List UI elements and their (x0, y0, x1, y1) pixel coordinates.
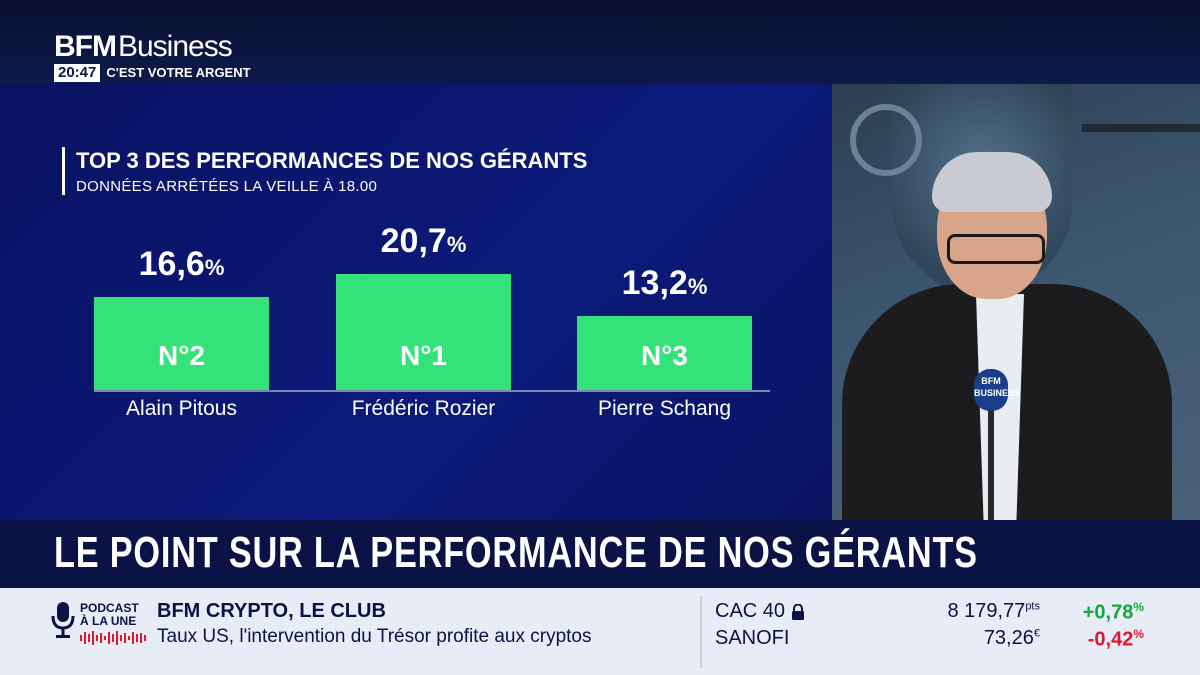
podcast-line2: À LA UNE (80, 614, 137, 628)
studio-photo: BFM BUSINESS (832, 84, 1200, 520)
market-change-unit: % (1133, 627, 1144, 641)
bar-value-number: 13,2 (621, 264, 688, 303)
show-name: C'EST VOTRE ARGENT (106, 65, 251, 80)
chart-baseline (94, 390, 770, 392)
chart-subtitle: DONNÉES ARRÊTÉES LA VEILLE À 18.00 (76, 178, 378, 195)
chart-title: TOP 3 DES PERFORMANCES DE NOS GÉRANTS (76, 148, 588, 173)
market-name-text: CAC 40 (715, 600, 786, 622)
presenter-glasses (947, 234, 1045, 264)
market-value-text: 8 179,77 (947, 600, 1026, 622)
bar-value-number: 20,7 (380, 222, 447, 261)
headline: LE POINT SUR LA PERFORMANCE DE NOS GÉRAN… (54, 528, 978, 577)
bar-rank-label: N°1 (400, 339, 447, 371)
bar-category-label: Frédéric Rozier (351, 397, 496, 420)
market-change-text: -0,42 (1087, 628, 1134, 651)
bar-rank-label: N°2 (158, 339, 205, 371)
bar-2: N°1 (336, 274, 511, 390)
market-name-cac40: CAC 40 (715, 600, 805, 623)
bar-value-label: 20,7% (326, 222, 521, 261)
bar-1: N°2 (94, 297, 269, 390)
market-name-sanofi: SANOFI (715, 627, 790, 649)
podcast-mic-icon (51, 602, 75, 638)
clock: 20:47 (54, 64, 101, 82)
channel-logo: BFM Business (54, 30, 233, 63)
bar-value-label: 13,2% (567, 264, 762, 303)
market-value-unit: € (1033, 627, 1040, 640)
market-value-text: 73,26 (983, 627, 1034, 649)
microphone-flag: BFM BUSINESS (974, 369, 1020, 411)
bar-value-unit: % (446, 232, 467, 258)
ticker-bar (0, 588, 1200, 675)
news-subtitle: Taux US, l'intervention du Trésor profit… (157, 626, 592, 647)
clock-bar: 20:47 C'EST VOTRE ARGENT (54, 64, 251, 82)
bar-category-label: Alain Pitous (126, 397, 237, 420)
channel-header: BFM Business 20:47 C'EST VOTRE ARGENT (0, 0, 1200, 84)
vault-wheel (850, 104, 922, 176)
logo-bfm: BFM (54, 30, 117, 63)
bar-category-label: Pierre Schang (597, 397, 732, 420)
microphone-stand (988, 410, 994, 520)
market-value-sanofi: 73,26€ (984, 627, 1040, 650)
market-change-text: +0,78 (1082, 601, 1134, 624)
bar-value-unit: % (204, 255, 225, 281)
audio-wave-icon (80, 631, 146, 645)
market-change-cac40: +0,78% (1083, 600, 1144, 625)
market-value-cac40: 8 179,77pts (947, 600, 1040, 623)
market-change-unit: % (1133, 600, 1144, 614)
presenter-hair (932, 152, 1052, 212)
bar-3: N°3 (577, 316, 752, 390)
bar-value-unit: % (687, 274, 708, 300)
podcast-line1: PODCAST (80, 601, 139, 615)
news-title: BFM CRYPTO, LE CLUB (157, 600, 386, 622)
bar-value-number: 16,6 (138, 245, 205, 284)
headline-band (0, 520, 1200, 588)
market-value-unit: pts (1025, 600, 1040, 613)
title-accent (62, 147, 65, 195)
bar-value-label: 16,6% (84, 245, 279, 284)
wall-shelf (1082, 124, 1200, 132)
logo-business: Business (117, 30, 233, 63)
podcast-label: PODCAST À LA UNE (80, 602, 139, 628)
lock-icon (792, 603, 805, 620)
market-change-sanofi: -0,42% (1088, 627, 1144, 652)
bar-rank-label: N°3 (641, 339, 688, 371)
ticker-divider (700, 596, 702, 668)
